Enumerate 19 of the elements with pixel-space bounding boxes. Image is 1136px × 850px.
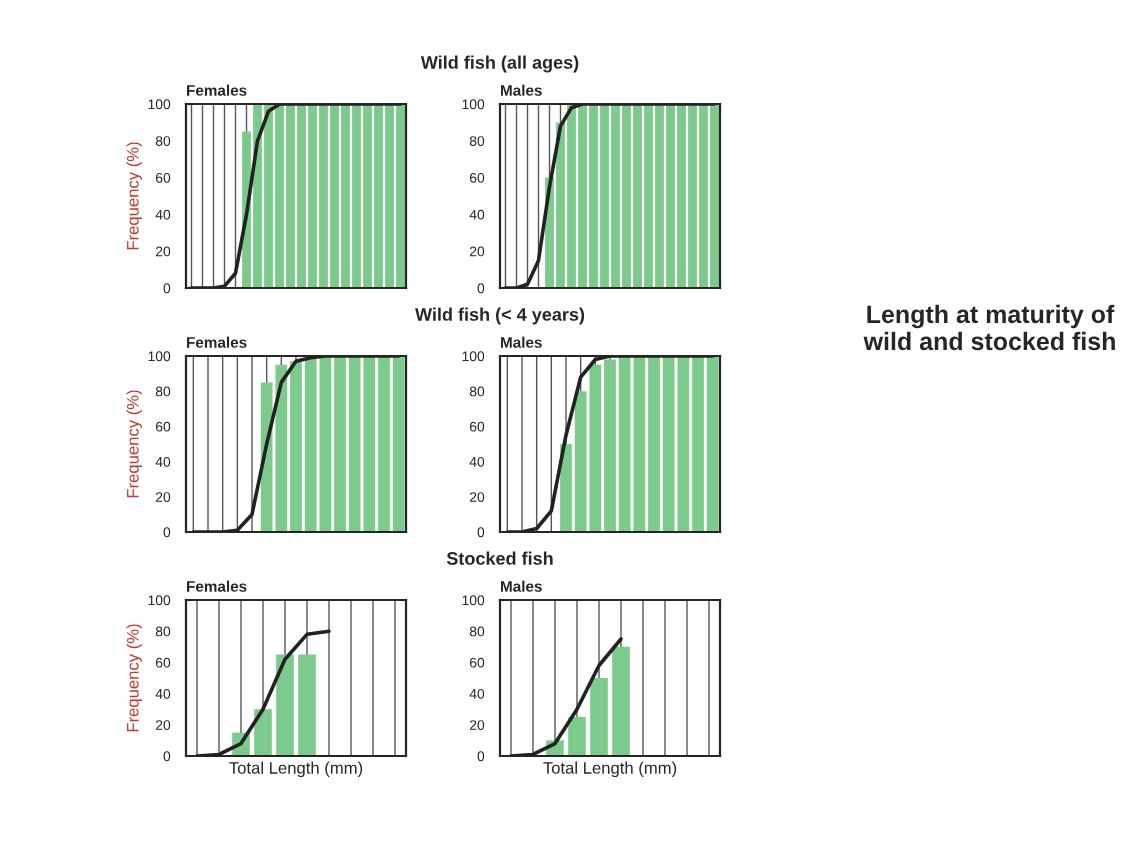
line-series — [503, 104, 717, 288]
y-axis-title: Frequency (%) — [126, 142, 142, 250]
text: Wild fish (< 4 years) — [415, 307, 585, 325]
line-series — [189, 104, 403, 288]
text: Length at maturity of wild and stocked fish — [863, 304, 1115, 351]
bar — [612, 646, 630, 756]
y-axis-title: Frequency (%) — [126, 390, 142, 498]
bar — [590, 678, 608, 756]
bar — [298, 654, 316, 756]
text: Wild fish (all ages) — [420, 55, 579, 73]
text: Stocked fish — [446, 551, 553, 565]
x-axis-title: Total Length (mm) — [229, 761, 363, 778]
line-series — [505, 356, 715, 532]
x-axis-title: Total Length (mm) — [543, 761, 677, 778]
bar — [276, 654, 294, 756]
y-axis-title: Frequency (%) — [126, 624, 142, 732]
bar — [254, 709, 272, 756]
bar — [568, 717, 586, 756]
line-series — [191, 356, 401, 532]
